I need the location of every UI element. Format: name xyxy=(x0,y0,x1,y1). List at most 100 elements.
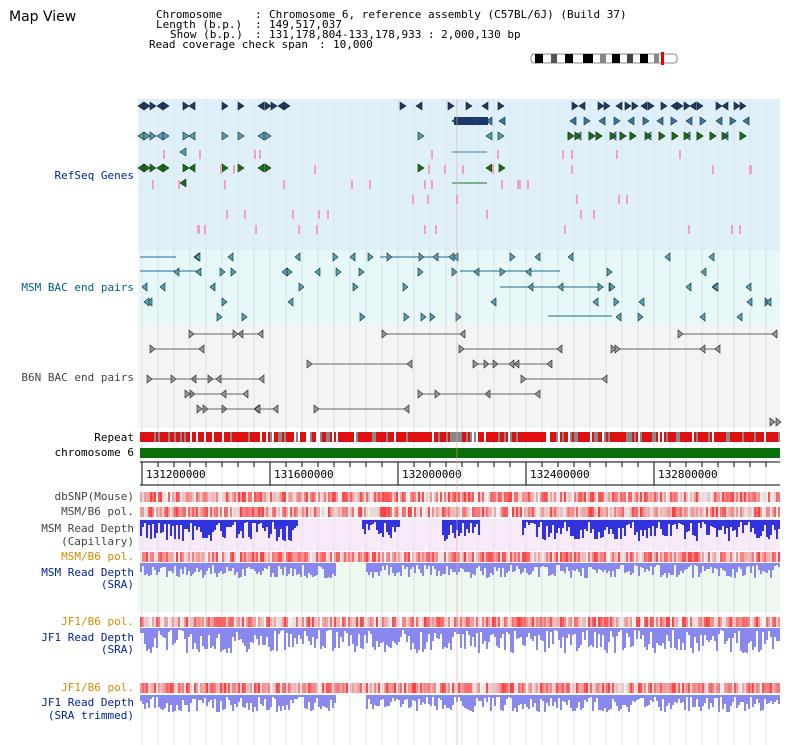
msm-capillary-depth-bar xyxy=(580,520,582,530)
dbsnp-cell xyxy=(332,492,334,502)
msm-bac-label[interactable]: MSM BAC end pairs xyxy=(21,281,134,294)
chromosome-bar[interactable] xyxy=(140,448,780,458)
jf1-b6-pol-cell xyxy=(492,683,494,693)
pink-mark xyxy=(226,210,228,219)
jf1-sra-depth-bar xyxy=(228,628,230,648)
msm-sra-depth-bar xyxy=(494,563,496,567)
jf1-trimmed-depth-bar xyxy=(210,695,212,700)
msm-sra-depth-bar xyxy=(302,563,304,565)
dbsnp-cell xyxy=(702,492,704,502)
show-value: 131,178,804-133,178,933 : 2,000,130 bp xyxy=(269,28,521,41)
msm-b6-pol-cell xyxy=(530,507,532,517)
jf1-b6-pol-cell xyxy=(740,617,742,627)
msm-sra-depth-bar xyxy=(248,563,250,567)
msm-sra-depth-bar xyxy=(148,563,150,576)
jf1-b6-pol-cell xyxy=(710,617,712,627)
msm-capillary-depth-bar xyxy=(290,520,292,541)
jf1-trimmed-depth-bar xyxy=(606,695,608,712)
jf1-sra-depth-bar xyxy=(350,628,352,635)
jf1-b6-pol-cell xyxy=(674,683,676,693)
jf1-trimmed-depth-bar xyxy=(196,695,198,711)
msm-b6-pol-cell xyxy=(394,552,396,562)
jf1-b6-pol-cell xyxy=(180,617,182,627)
jf1-sra-depth-bar xyxy=(622,628,624,650)
msm-bac-pair-glyphs[interactable] xyxy=(140,252,772,322)
jf1-trimmed-depth-bar xyxy=(622,695,624,705)
repeat-segment xyxy=(326,432,328,442)
b6n-bac-pair-glyphs[interactable] xyxy=(146,329,782,427)
msm-capillary-depth-bar xyxy=(220,520,222,531)
msm-b6-pol-cell xyxy=(542,507,544,517)
gene-glyph xyxy=(294,252,301,262)
read-depth-tracks[interactable] xyxy=(140,520,780,712)
jf1-b6-pol-cell xyxy=(724,617,726,627)
msm-b6-pol-cell xyxy=(374,507,376,517)
dbsnp-cell xyxy=(400,492,402,502)
msm-sra-depth-bar xyxy=(678,563,680,575)
msm-b6-pol-cell xyxy=(622,507,624,517)
dbsnp-cell xyxy=(366,492,368,502)
dbsnp-cell xyxy=(416,492,418,502)
jf1-trimmed-depth-bar xyxy=(482,695,484,707)
jf1-trimmed-depth-bar xyxy=(522,695,524,709)
length-key: Length (b.p.) xyxy=(156,18,243,31)
pink-mark xyxy=(427,195,429,204)
jf1-b6-pol-cell xyxy=(236,617,238,627)
jf1-b6-pol-cell xyxy=(504,617,506,627)
dbsnp-cell xyxy=(676,492,678,502)
msm-sra-depth-bar xyxy=(644,563,646,572)
gene-glyph xyxy=(699,116,707,126)
msm-sra-depth-bar xyxy=(542,563,544,566)
jf1-b6-pol-cell xyxy=(164,683,166,693)
dbsnp-cell xyxy=(540,492,542,502)
pink-mark xyxy=(255,225,257,234)
msm-capillary-depth-bar xyxy=(734,520,736,530)
jf1-sra-depth-bar xyxy=(212,628,214,646)
msm-sra-depth-bar xyxy=(580,563,582,576)
msm-capillary-depth-bar xyxy=(666,520,668,536)
chromosome-ideogram[interactable] xyxy=(530,52,678,65)
polymorphism-heat-tracks[interactable] xyxy=(140,492,780,693)
dbsnp-cell xyxy=(428,492,430,502)
msm-b6-pol-cell xyxy=(522,507,524,517)
refseq-genes-label[interactable]: RefSeq Genes xyxy=(55,169,134,182)
jf1-sra-depth-bar xyxy=(752,628,754,650)
jf1-trimmed-depth-bar xyxy=(372,695,374,709)
jf1-b6-pol-cell xyxy=(716,617,718,627)
dbsnp-cell xyxy=(254,492,256,502)
jf1-b6-pol-cell xyxy=(390,617,392,627)
jf1-b6-pol-cell xyxy=(394,683,396,693)
jf1-sra-depth-bar xyxy=(164,628,166,638)
jf1-b6-pol-cell xyxy=(202,683,204,693)
repeat-track[interactable] xyxy=(140,432,780,442)
jf1-b6-pol-cell xyxy=(488,617,490,627)
jf1-b6-pol-cell xyxy=(546,683,548,693)
jf1-trimmed-depth-bar xyxy=(370,695,372,704)
dbsnp-cell xyxy=(158,492,160,502)
msm-sra-depth-bar xyxy=(388,563,390,575)
msm-capillary-depth-bar xyxy=(536,520,538,537)
dbsnp-cell xyxy=(654,492,656,502)
msm-sra-depth-bar xyxy=(142,563,144,566)
msm-b6-pol-cell xyxy=(518,552,520,562)
jf1-sra-depth-bar xyxy=(766,628,768,640)
jf1-sra-depth-bar xyxy=(324,628,326,648)
jf1-b6-pol-cell xyxy=(370,617,372,627)
msm-capillary-depth-bar xyxy=(472,520,474,533)
jf1-b6-pol-cell xyxy=(146,617,148,627)
jf1-sra-depth-bar xyxy=(314,628,316,648)
repeat-label: Repeat xyxy=(94,431,134,444)
msm-b6-pol-cell xyxy=(648,552,650,562)
jf1-b6-pol-cell xyxy=(540,683,542,693)
jf1-sra-depth-bar xyxy=(604,628,606,650)
jf1-sra-depth-bar xyxy=(652,628,654,648)
gene-glyph xyxy=(485,116,493,126)
dbsnp-cell xyxy=(644,492,646,502)
jf1-b6-pol-cell xyxy=(518,683,520,693)
jf1-read-depth-trimmed-sub: (SRA trimmed) xyxy=(48,709,134,722)
msm-b6-pol-cell xyxy=(650,507,652,517)
b6n-bac-label[interactable]: B6N BAC end pairs xyxy=(21,371,134,384)
jf1-trimmed-depth-bar xyxy=(570,695,572,708)
msm-capillary-depth-bar xyxy=(696,520,698,541)
